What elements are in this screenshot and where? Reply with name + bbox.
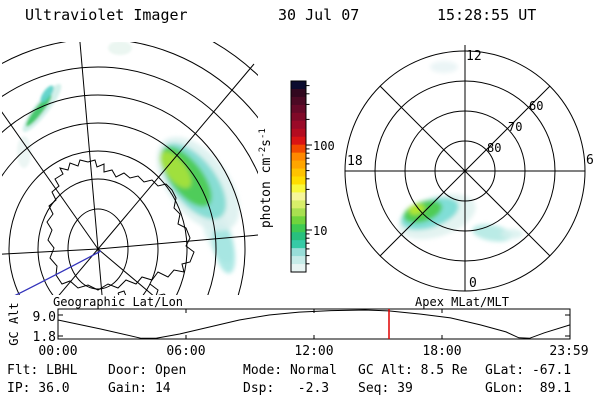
coastline [46, 159, 195, 295]
status-glon: GLon: 89.1 [485, 381, 572, 396]
xtick-0600: 06:00 [166, 344, 206, 359]
latitude-grid [2, 42, 258, 295]
colorbar-bands [291, 81, 306, 273]
status-door: Door: Open [108, 363, 187, 378]
page-title: Ultraviolet Imager [25, 6, 188, 24]
colorbar-border [290, 80, 307, 273]
left-panel-caption: Geographic Lat/Lon [52, 295, 184, 309]
xtick-2359: 23:59 [549, 344, 589, 359]
mlat-label-60: 60 [529, 99, 544, 113]
gcalt-axis-ticks [58, 309, 570, 339]
gcalt-ylabel: GC Alt [7, 302, 21, 346]
gcalt-ytick-bottom: 1.8 [32, 330, 56, 345]
status-gcalt: GC Alt: 8.5 Re [358, 363, 468, 378]
gcalt-ytick-top: 9.0 [32, 310, 56, 325]
right-panel-caption: Apex MLat/MLT [415, 295, 509, 309]
aurora-emission-apex [398, 61, 523, 242]
colorbar-unit-label: photon cm-2s-1 [257, 113, 275, 243]
xtick-1800: 18:00 [422, 344, 462, 359]
colorbar-ticks [306, 85, 312, 265]
xtick-1200: 12:00 [294, 344, 334, 359]
status-mode: Mode: Normal [243, 363, 337, 378]
unit-base: photon cm [259, 157, 275, 229]
header-time: 15:28:55 UT [437, 6, 537, 24]
mlt-label-0: 0 [469, 276, 477, 291]
unit-mid: s [259, 139, 275, 147]
status-ip: IP: 36.0 [7, 381, 70, 396]
header-date: 30 Jul 07 [278, 6, 360, 24]
colorbar-tick-10: 10 [313, 224, 328, 238]
gcalt-plot [57, 308, 571, 340]
mlt-spokes [345, 45, 585, 291]
meridian-grid [2, 42, 258, 295]
mlt-label-18: 18 [347, 154, 363, 169]
orbit-track-line [14, 250, 102, 295]
gcalt-curve [57, 309, 571, 339]
colorbar-tick-100: 100 [313, 139, 335, 153]
status-dsp: Dsp: -2.3 [243, 381, 330, 396]
status-gain: Gain: 14 [108, 381, 171, 396]
xtick-0000: 00:00 [38, 344, 78, 359]
apex-map [344, 45, 586, 292]
mlat-label-80: 80 [487, 141, 502, 155]
status-glat: GLat: -67.1 [485, 363, 572, 378]
gcalt-plot-frame [57, 308, 571, 340]
colorbar [290, 80, 312, 273]
mlat-label-70: 70 [508, 120, 523, 134]
unit-exp-2: -1 [257, 128, 268, 140]
aurora-emission-main [156, 136, 240, 274]
mlt-label-12: 12 [466, 49, 482, 64]
status-flt: Flt: LBHL [7, 363, 78, 378]
unit-exp-1: -2 [257, 146, 268, 158]
status-seq: Seq: 39 [358, 381, 413, 396]
aurora-emission-streak [17, 42, 132, 168]
mlt-label-6: 6 [586, 153, 594, 168]
geographic-map [2, 42, 258, 295]
